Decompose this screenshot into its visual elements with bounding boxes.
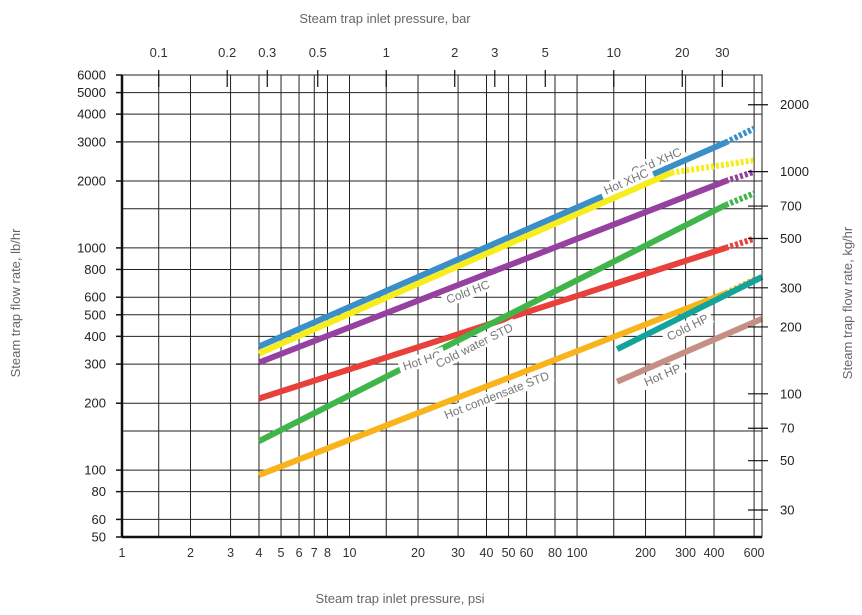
y-right-tick-label: 300 <box>780 280 802 295</box>
series-line <box>257 290 727 478</box>
series-extension <box>724 125 756 146</box>
x-bottom-tick-label: 4 <box>256 546 263 560</box>
x-bottom-tick-label: 100 <box>567 546 588 560</box>
series-line <box>257 178 727 366</box>
y-left-tick-label: 5000 <box>77 85 106 100</box>
series-label-bg <box>397 346 447 375</box>
grid-layer <box>122 75 762 537</box>
x-bottom-tick-label: 50 <box>502 546 516 560</box>
series-line <box>257 169 673 357</box>
x-bottom-tick-label: 80 <box>548 546 562 560</box>
y-right-tick-label: 30 <box>780 503 794 518</box>
top-axis-title: Steam trap inlet pressure, bar <box>299 11 471 26</box>
y-left-tick-label: 4000 <box>77 107 106 122</box>
x-top-tick-label: 3 <box>491 45 498 60</box>
y-left-tick-label: 400 <box>84 329 106 344</box>
y-right-tick-label: 100 <box>780 386 802 401</box>
x-bottom-tick-label: 20 <box>411 546 425 560</box>
y-right-tick-label: 500 <box>780 231 802 246</box>
x-top-tick-label: 5 <box>542 45 549 60</box>
y-left-tick-label: 800 <box>84 262 106 277</box>
x-top-tick-label: 0.5 <box>309 45 327 60</box>
x-bottom-tick-label: 3 <box>227 546 234 560</box>
x-bottom-tick-label: 6 <box>296 546 303 560</box>
series-extension <box>724 190 756 208</box>
series-line <box>615 274 764 352</box>
left-axis-title: Steam trap flow rate, lb/hr <box>8 228 23 378</box>
y-left-tick-label: 500 <box>84 307 106 322</box>
x-bottom-tick-label: 200 <box>635 546 656 560</box>
y-left-tick-label: 1000 <box>77 240 106 255</box>
y-right-tick-label: 70 <box>780 421 794 436</box>
y-left-tick-label: 60 <box>92 512 106 527</box>
series-line <box>257 139 727 350</box>
x-top-tick-label: 0.3 <box>258 45 276 60</box>
y-right-tick-label: 50 <box>780 453 794 468</box>
series-layer <box>257 125 764 478</box>
series-line <box>257 202 728 444</box>
x-bottom-tick-label: 1 <box>119 546 126 560</box>
x-bottom-tick-label: 60 <box>520 546 534 560</box>
y-left-tick-label: 300 <box>84 357 106 372</box>
x-top-tick-label: 1 <box>383 45 390 60</box>
series-label-bg <box>660 309 715 346</box>
plot-frame <box>121 74 763 538</box>
bottom-axis-title: Steam trap inlet pressure, psi <box>315 591 484 606</box>
series-label-bg <box>429 318 519 373</box>
x-bottom-tick-label: 8 <box>324 546 331 560</box>
x-top-tick-label: 30 <box>715 45 729 60</box>
series-extension <box>724 235 756 251</box>
series-line <box>615 315 764 385</box>
axis-layer: 1 2 3 4 5 6 7 8 10 20 30 40 50 60 80 100 200 300 400 600506… <box>77 45 809 560</box>
series-label-bg <box>440 275 496 309</box>
x-bottom-tick-label: 10 <box>343 546 357 560</box>
series-label-bg <box>438 367 555 424</box>
y-left-tick-label: 2000 <box>77 174 106 189</box>
x-bottom-tick-label: 400 <box>704 546 725 560</box>
series-label-bg <box>598 164 655 200</box>
x-bottom-tick-label: 600 <box>744 546 765 560</box>
x-top-tick-label: 2 <box>451 45 458 60</box>
x-bottom-tick-label: 40 <box>480 546 494 560</box>
y-left-tick-label: 100 <box>84 463 106 478</box>
y-right-tick-label: 1000 <box>780 164 809 179</box>
x-bottom-tick-label: 5 <box>278 546 285 560</box>
y-right-tick-label: 700 <box>780 199 802 214</box>
y-left-tick-label: 3000 <box>77 134 106 149</box>
right-axis-title: Steam trap flow rate, kg/hr <box>840 226 855 379</box>
x-top-tick-label: 0.1 <box>150 45 168 60</box>
y-left-tick-label: 600 <box>84 290 106 305</box>
x-top-tick-label: 0.2 <box>218 45 236 60</box>
x-bottom-tick-label: 2 <box>187 546 194 560</box>
y-left-tick-label: 6000 <box>77 68 106 83</box>
y-left-tick-label: 80 <box>92 484 106 499</box>
series-label-bg <box>638 359 687 391</box>
series-extension <box>724 168 756 184</box>
y-left-tick-label: 200 <box>84 396 106 411</box>
x-bottom-tick-label: 7 <box>311 546 318 560</box>
x-bottom-tick-label: 30 <box>451 546 465 560</box>
series-extension <box>671 157 755 176</box>
y-right-tick-label: 200 <box>780 319 802 334</box>
y-right-tick-label: 2000 <box>780 97 809 112</box>
y-left-tick-label: 50 <box>92 530 106 545</box>
x-top-tick-label: 10 <box>607 45 621 60</box>
x-top-tick-label: 20 <box>675 45 689 60</box>
x-bottom-tick-label: 300 <box>675 546 696 560</box>
